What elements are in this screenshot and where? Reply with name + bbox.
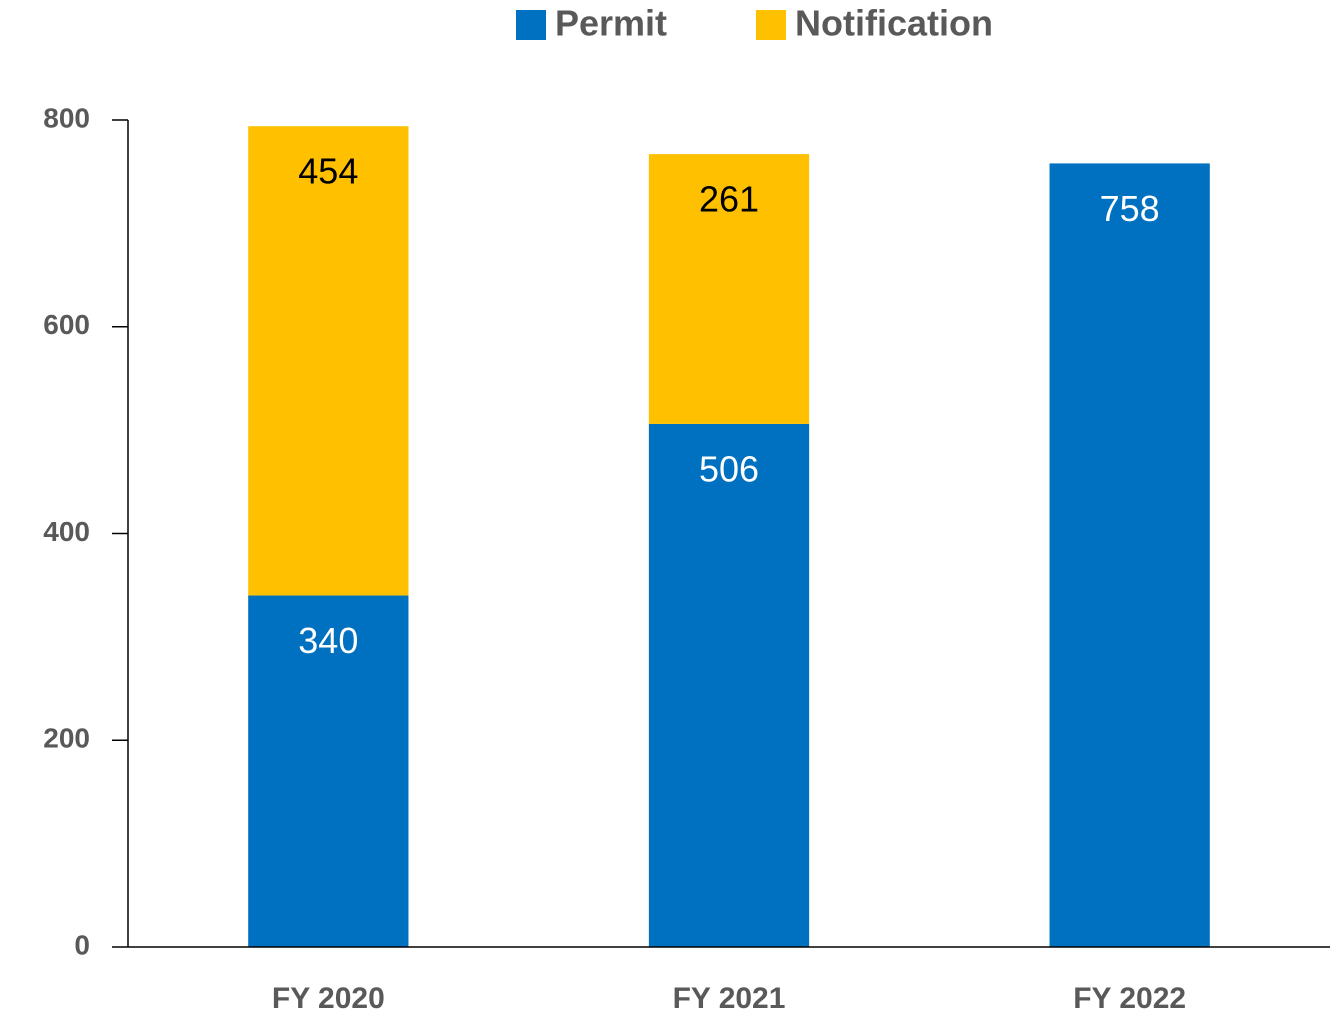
y-tick-label: 800 (43, 102, 90, 133)
data-label: 340 (298, 620, 358, 661)
legend-swatch (756, 10, 786, 40)
data-label: 506 (699, 448, 759, 489)
y-tick-label: 400 (43, 516, 90, 547)
bar-segment (248, 126, 409, 596)
data-label: 261 (699, 179, 759, 220)
y-tick-label: 200 (43, 723, 90, 754)
bar-segment (648, 154, 810, 424)
y-tick-label: 600 (43, 309, 90, 340)
x-tick-label: FY 2022 (1073, 982, 1186, 1015)
bar-segment (248, 595, 409, 947)
x-tick-label: FY 2020 (272, 982, 385, 1015)
bar-segment (648, 423, 810, 947)
y-tick-label: 0 (74, 929, 90, 960)
legend-label: Permit (555, 3, 667, 44)
legend-swatch (516, 10, 546, 40)
legend-label: Notification (795, 3, 993, 44)
bar-segment (1049, 163, 1210, 948)
data-label: 454 (298, 151, 358, 192)
data-label: 758 (1100, 188, 1160, 229)
x-tick-label: FY 2021 (673, 982, 786, 1015)
